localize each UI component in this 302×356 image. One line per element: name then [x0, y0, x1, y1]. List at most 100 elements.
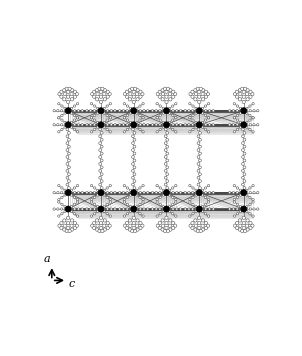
Circle shape — [197, 176, 200, 179]
Circle shape — [201, 208, 203, 210]
Circle shape — [61, 196, 63, 199]
Circle shape — [239, 93, 242, 96]
Circle shape — [175, 116, 177, 119]
Circle shape — [201, 93, 204, 96]
Circle shape — [70, 107, 72, 110]
Circle shape — [123, 116, 126, 119]
Circle shape — [65, 108, 71, 114]
Circle shape — [175, 199, 177, 201]
Circle shape — [132, 169, 134, 172]
Circle shape — [191, 90, 194, 93]
Circle shape — [242, 216, 245, 219]
Circle shape — [195, 208, 198, 210]
Circle shape — [132, 149, 134, 152]
Circle shape — [146, 192, 149, 194]
Circle shape — [130, 121, 132, 124]
Circle shape — [233, 199, 236, 201]
Circle shape — [133, 145, 136, 148]
Circle shape — [89, 192, 92, 194]
Circle shape — [164, 183, 167, 186]
Circle shape — [197, 190, 200, 193]
Circle shape — [169, 205, 171, 208]
Circle shape — [97, 194, 99, 196]
Circle shape — [246, 194, 248, 196]
Circle shape — [108, 93, 111, 96]
Circle shape — [194, 228, 197, 231]
Circle shape — [99, 149, 101, 152]
Circle shape — [123, 199, 126, 201]
Circle shape — [238, 98, 242, 101]
Circle shape — [136, 89, 139, 92]
Circle shape — [94, 203, 96, 205]
Circle shape — [156, 131, 158, 133]
Circle shape — [163, 190, 169, 196]
Circle shape — [66, 190, 69, 193]
Circle shape — [61, 128, 63, 131]
Circle shape — [174, 224, 177, 227]
Circle shape — [103, 210, 105, 213]
Circle shape — [197, 183, 200, 186]
Circle shape — [66, 128, 69, 131]
Circle shape — [142, 103, 144, 105]
Circle shape — [172, 213, 174, 215]
Circle shape — [163, 87, 167, 90]
Circle shape — [70, 224, 73, 227]
Circle shape — [60, 208, 63, 210]
Circle shape — [103, 121, 105, 124]
Circle shape — [156, 184, 158, 187]
Circle shape — [233, 103, 236, 105]
Circle shape — [241, 87, 244, 90]
Circle shape — [131, 108, 137, 114]
Circle shape — [162, 192, 165, 194]
Circle shape — [118, 124, 121, 126]
Circle shape — [189, 201, 191, 203]
Circle shape — [61, 203, 63, 205]
Circle shape — [90, 215, 93, 217]
Circle shape — [188, 208, 190, 210]
Circle shape — [97, 208, 99, 210]
Circle shape — [249, 95, 252, 98]
Circle shape — [233, 215, 236, 217]
Circle shape — [164, 128, 167, 131]
Circle shape — [133, 87, 137, 90]
Circle shape — [242, 149, 244, 152]
Circle shape — [126, 192, 128, 194]
Circle shape — [73, 114, 76, 116]
Circle shape — [70, 194, 72, 196]
Circle shape — [68, 187, 70, 189]
Circle shape — [188, 110, 190, 112]
Circle shape — [70, 219, 74, 222]
Circle shape — [139, 196, 141, 199]
Circle shape — [198, 100, 201, 104]
Circle shape — [81, 208, 83, 210]
Circle shape — [126, 114, 129, 116]
Circle shape — [169, 107, 171, 110]
Circle shape — [109, 201, 111, 203]
Circle shape — [99, 100, 103, 104]
Circle shape — [246, 98, 249, 101]
Circle shape — [60, 124, 63, 126]
Circle shape — [100, 138, 103, 141]
Circle shape — [64, 107, 66, 110]
Circle shape — [257, 208, 259, 210]
Circle shape — [243, 180, 246, 183]
Circle shape — [205, 124, 207, 126]
Circle shape — [123, 131, 126, 133]
Circle shape — [132, 190, 134, 193]
Circle shape — [136, 121, 138, 124]
Circle shape — [169, 189, 171, 192]
Circle shape — [133, 173, 136, 176]
Circle shape — [130, 124, 132, 126]
Circle shape — [86, 192, 88, 194]
Circle shape — [172, 221, 175, 225]
Circle shape — [103, 124, 105, 126]
Circle shape — [73, 128, 76, 131]
Circle shape — [243, 229, 247, 232]
Circle shape — [70, 93, 73, 96]
Circle shape — [233, 116, 236, 119]
Circle shape — [245, 110, 248, 112]
Circle shape — [241, 206, 247, 212]
Circle shape — [90, 199, 93, 201]
Circle shape — [58, 201, 60, 203]
Circle shape — [172, 203, 174, 205]
